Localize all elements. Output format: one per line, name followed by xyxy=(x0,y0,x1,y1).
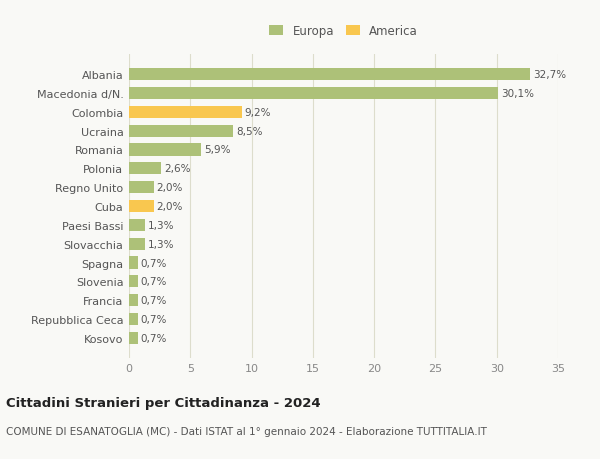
Bar xyxy=(129,313,137,325)
Bar xyxy=(129,163,161,175)
Text: 5,9%: 5,9% xyxy=(205,145,231,155)
Text: COMUNE DI ESANATOGLIA (MC) - Dati ISTAT al 1° gennaio 2024 - Elaborazione TUTTIT: COMUNE DI ESANATOGLIA (MC) - Dati ISTAT … xyxy=(6,426,487,436)
Text: 9,2%: 9,2% xyxy=(245,107,271,118)
Text: 0,7%: 0,7% xyxy=(140,277,167,287)
Text: 0,7%: 0,7% xyxy=(140,296,167,306)
Bar xyxy=(129,88,498,100)
Bar xyxy=(129,219,145,231)
Bar xyxy=(129,276,137,288)
Text: 2,0%: 2,0% xyxy=(157,183,183,193)
Text: 32,7%: 32,7% xyxy=(533,70,566,80)
Bar xyxy=(129,332,137,344)
Legend: Europa, America: Europa, America xyxy=(265,22,422,42)
Bar xyxy=(129,125,233,137)
Text: 2,0%: 2,0% xyxy=(157,202,183,212)
Text: 8,5%: 8,5% xyxy=(236,126,263,136)
Text: 1,3%: 1,3% xyxy=(148,239,175,249)
Bar xyxy=(129,144,202,156)
Bar xyxy=(129,238,145,250)
Bar xyxy=(129,257,137,269)
Text: 0,7%: 0,7% xyxy=(140,314,167,325)
Bar xyxy=(129,201,154,213)
Text: 0,7%: 0,7% xyxy=(140,333,167,343)
Bar xyxy=(129,294,137,307)
Text: 30,1%: 30,1% xyxy=(501,89,534,99)
Bar xyxy=(129,106,242,119)
Text: 0,7%: 0,7% xyxy=(140,258,167,268)
Text: 2,6%: 2,6% xyxy=(164,164,190,174)
Text: 1,3%: 1,3% xyxy=(148,220,175,230)
Text: Cittadini Stranieri per Cittadinanza - 2024: Cittadini Stranieri per Cittadinanza - 2… xyxy=(6,396,320,409)
Bar xyxy=(129,182,154,194)
Bar xyxy=(129,69,530,81)
